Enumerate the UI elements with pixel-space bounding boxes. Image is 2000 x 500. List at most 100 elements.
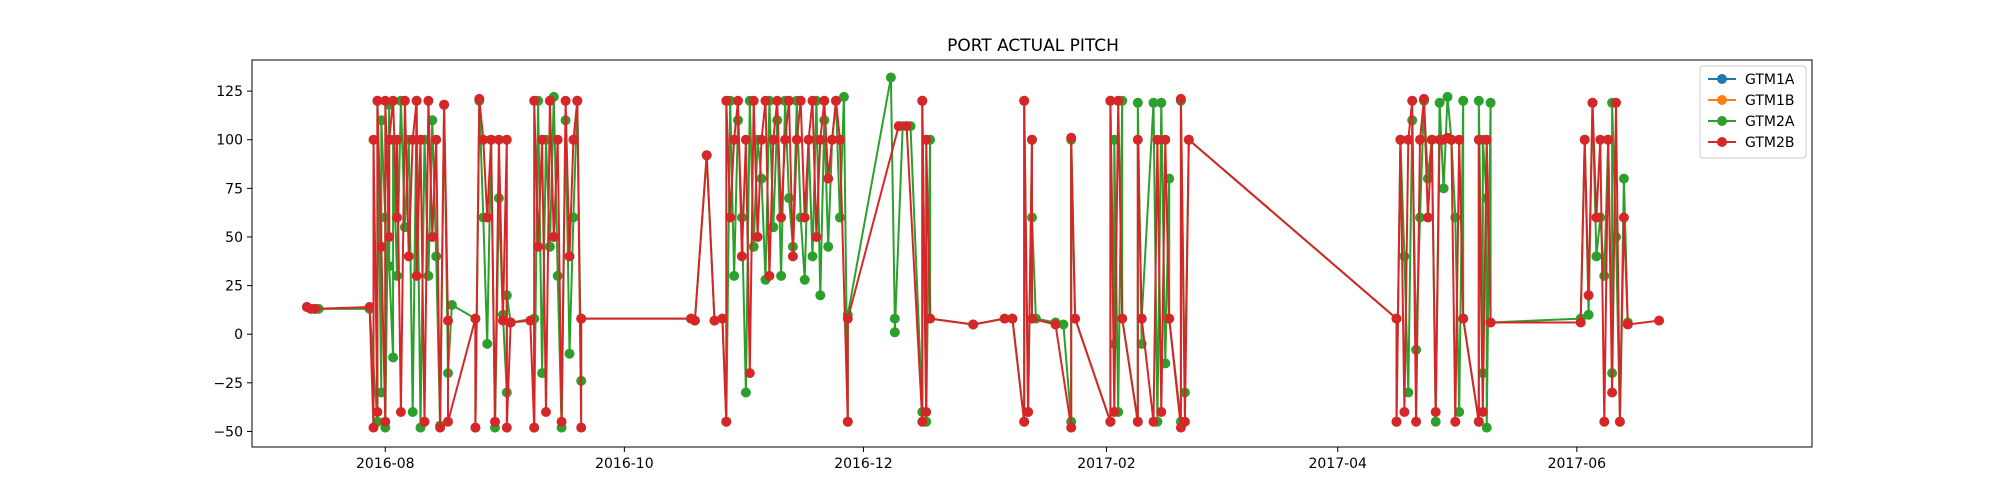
data-point [407,407,418,417]
data-point [717,313,728,324]
data-point [474,93,485,104]
data-point [364,302,375,312]
data-point [901,121,912,132]
plot-frame [251,59,1813,448]
data-point [823,241,834,252]
data-point [1070,313,1081,324]
data-point [1485,317,1496,328]
data-point [823,173,834,184]
data-point [368,134,379,145]
data-point [885,72,896,83]
legend-swatch-marker [1717,116,1727,126]
data-point [999,313,1010,324]
x-tick-label: 2016-08 [356,456,415,472]
data-point [1007,313,1018,324]
data-point [1458,95,1469,106]
data-point [407,134,418,145]
data-point [537,134,548,145]
data-point [1117,313,1128,324]
data-point [501,422,512,433]
data-point [1027,134,1037,145]
data-point [1611,97,1621,108]
x-axis: 2016-08 2016-10 2016-12 2017-02 2017-04 2017-… [356,447,1606,472]
data-point [815,134,826,145]
data-point [392,212,402,223]
data-point [1136,313,1147,324]
data-point [1132,134,1143,145]
data-point [548,232,559,242]
data-point [784,95,794,106]
x-tick-label: 2017-04 [1308,456,1367,472]
data-point [415,134,426,145]
data-point [1599,270,1610,281]
x-tick-label: 2016-10 [595,456,654,472]
data-point [560,95,571,106]
data-point [1454,407,1465,417]
data-point [392,270,402,281]
data-point [544,241,555,252]
data-point [1399,407,1410,417]
data-point [1066,132,1077,143]
data-point [701,150,712,161]
data-point [917,95,928,106]
data-point [482,212,493,223]
data-point [1152,134,1163,145]
data-point [760,95,771,106]
data-point [756,173,767,184]
data-point [380,95,391,106]
plot-area [301,72,1665,433]
y-tick-label: 100 [216,133,243,149]
data-point [1391,313,1402,324]
data-point [772,95,783,106]
data-point [733,95,743,106]
y-tick-label: 50 [225,230,243,246]
data-point [725,212,736,223]
legend-label: GTM1B [1745,93,1795,109]
data-point [490,416,500,427]
data-point [1019,416,1030,427]
chart-title: PORT ACTUAL PITCH [947,36,1119,56]
legend-swatch-marker [1717,95,1727,105]
data-point [968,319,979,330]
data-point [1156,97,1167,108]
data-point [1454,134,1465,145]
data-point [1607,387,1618,398]
data-point [1614,416,1625,427]
data-point [309,303,320,314]
data-point [1148,97,1159,108]
data-point [1027,313,1037,324]
data-point [1105,95,1116,106]
data-point [807,95,818,106]
data-point [740,134,751,145]
data-point [689,315,700,326]
data-point [1419,93,1429,104]
data-point [552,134,563,145]
data-point [736,251,747,262]
legend-label: GTM1A [1745,72,1795,88]
data-point [435,422,446,433]
data-point [368,422,379,433]
data-point [1583,290,1594,301]
data-point [1019,95,1030,106]
data-point [1426,134,1437,145]
data-point [709,315,720,326]
data-point [1473,134,1484,145]
data-point [493,134,504,145]
data-point [576,313,587,324]
data-point [1183,134,1194,145]
data-point [764,270,775,281]
data-point [1591,251,1602,262]
data-point [1148,416,1159,427]
data-point [811,232,822,242]
data-point [1446,134,1457,145]
data-point [1473,95,1484,106]
data-point [893,121,904,132]
y-tick-label: 125 [216,84,243,100]
data-point [807,251,818,262]
data-point [889,327,900,338]
data-point [842,416,853,427]
data-point [572,95,583,106]
data-point [392,134,402,145]
data-point [1132,97,1143,108]
